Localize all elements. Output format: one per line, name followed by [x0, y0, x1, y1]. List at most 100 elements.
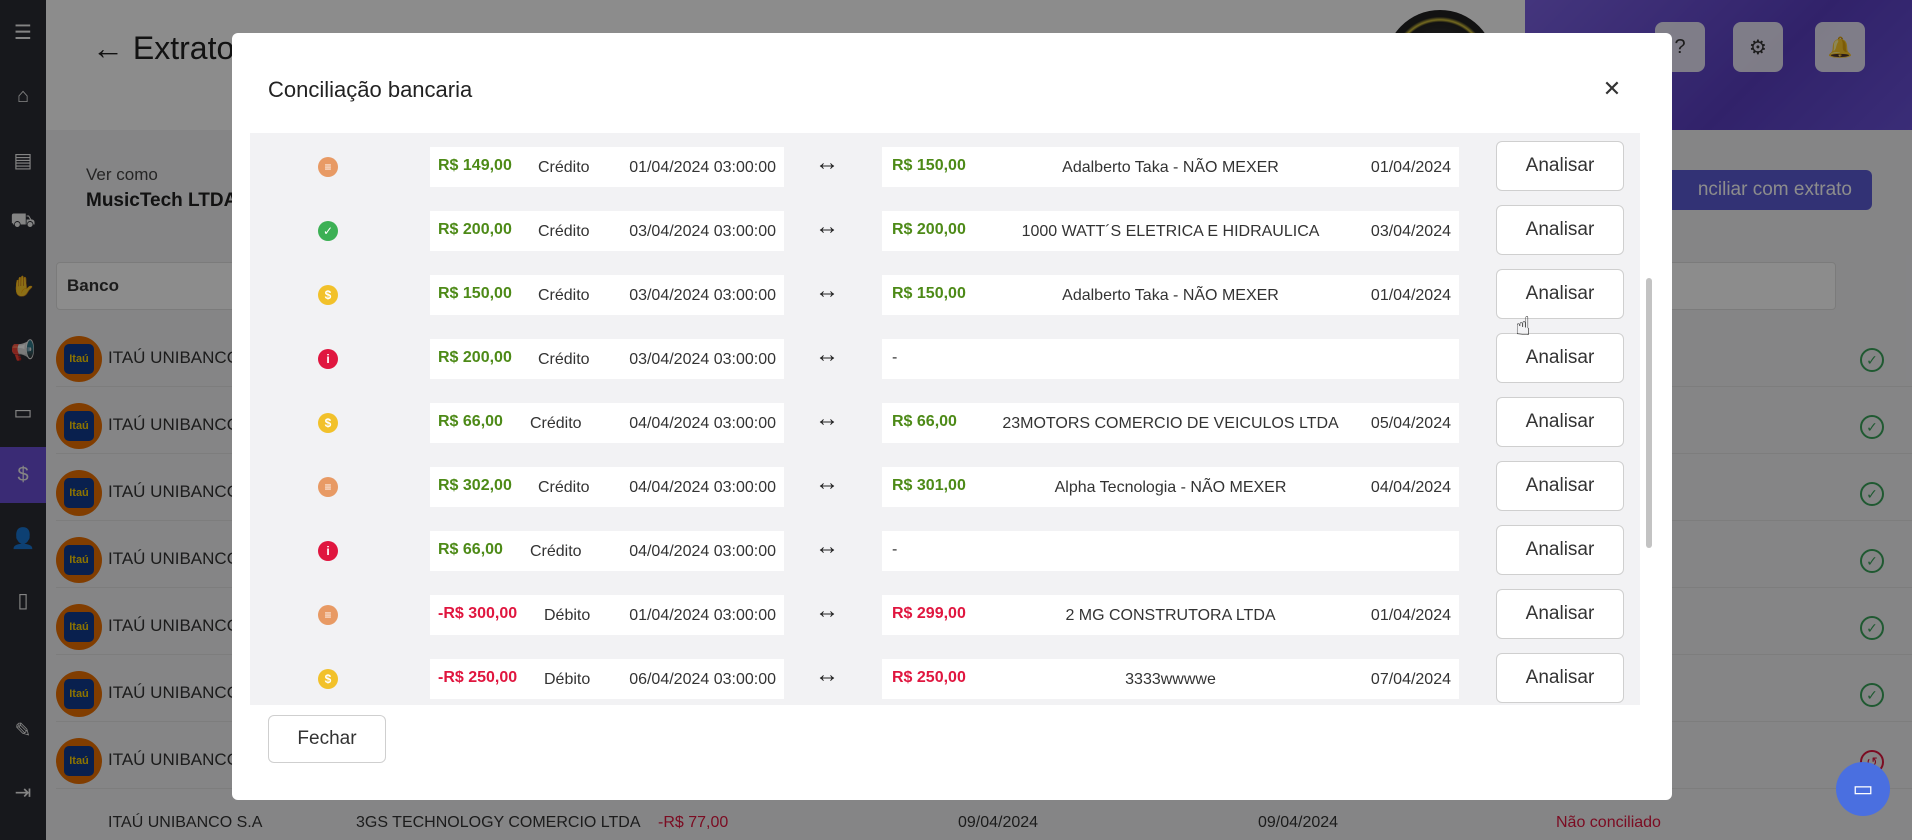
conciliar-button[interactable]: nciliar com extrato — [1640, 170, 1872, 210]
close-button[interactable]: Fechar — [268, 715, 386, 763]
bank-logo: Itaú — [56, 604, 102, 650]
reconciled-icon[interactable]: ✓ — [1860, 616, 1884, 640]
statement-type: Débito — [544, 607, 591, 624]
analisar-button[interactable]: Analisar — [1496, 461, 1624, 511]
no-match-dash: - — [892, 349, 898, 366]
view-as-label: Ver como — [86, 165, 158, 184]
chat-icon[interactable]: ▭ — [1836, 762, 1890, 816]
statement-amount: R$ 302,00 — [438, 477, 512, 494]
reconciliation-row: ≡ R$ 149,00 Crédito 01/04/2024 03:00:00 ↔ Ada… — [250, 135, 1640, 199]
amount-cell: -R$ 77,00 — [658, 814, 729, 831]
analisar-button[interactable]: Analisar — [1496, 397, 1624, 447]
matched-amount: R$ 200,00 — [892, 221, 966, 238]
matched-entry: Adalberto Taka - NÃO MEXER R$ 150,00 01/04… — [882, 275, 1459, 315]
statement-amount: R$ 66,00 — [438, 541, 503, 558]
analisar-button[interactable]: Analisar — [1496, 269, 1624, 319]
reconciled-icon[interactable]: ✓ — [1860, 549, 1884, 573]
matched-amount: R$ 250,00 — [892, 669, 966, 686]
menu-icon[interactable]: ☰ — [14, 21, 32, 44]
matched-description: Adalberto Taka - NÃO MEXER — [1062, 287, 1279, 304]
match-arrow-icon: ↔ — [815, 661, 839, 688]
table-row[interactable]: ITAÚ UNIBANCO S.A 3GS TECHNOLOGY COMERCI… — [56, 808, 1912, 840]
bank-name: ITAÚ UNIBANCO S.A — [108, 814, 263, 831]
matched-entry: Alpha Tecnologia - NÃO MEXER R$ 301,00 04/… — [882, 467, 1459, 507]
bank-logo: Itaú — [56, 738, 102, 784]
list-status-icon: ≡ — [318, 477, 338, 497]
bank-name: ITAÚ UNIBANCO — [108, 683, 240, 702]
company-name: MusicTech LTDA — [86, 190, 238, 211]
id-card-icon[interactable]: ▭ — [13, 401, 33, 424]
reconciliation-list[interactable]: ≡ R$ 149,00 Crédito 01/04/2024 03:00:00 ↔ Ada… — [250, 133, 1640, 705]
statement-date: 04/04/2024 03:00:00 — [629, 415, 776, 432]
sidebar: ☰ ⌂ ▤ ⛟ ✋ 📢 ▭ $ 👤 ▯ ✎ ⇥ — [0, 0, 46, 840]
date-cell: 09/04/2024 — [958, 814, 1039, 831]
analisar-button[interactable]: Analisar — [1496, 525, 1624, 575]
reconciled-icon[interactable]: ✓ — [1860, 415, 1884, 439]
statement-amount: -R$ 250,00 — [438, 669, 518, 686]
hand-coin-icon[interactable]: ✋ — [10, 275, 36, 298]
statement-type: Crédito — [530, 543, 582, 560]
statement-type: Crédito — [530, 415, 582, 432]
statement-entry: R$ 200,00 Crédito 03/04/2024 03:00:00 — [430, 339, 784, 379]
statement-entry: R$ 66,00 Crédito 04/04/2024 03:00:00 — [430, 403, 784, 443]
money-icon[interactable]: $ — [0, 447, 46, 503]
status-cell: Não conciliado — [1556, 814, 1661, 831]
reconciliation-row: ✓ R$ 200,00 Crédito 03/04/2024 03:00:00 ↔ 100… — [250, 199, 1640, 263]
matched-amount: R$ 299,00 — [892, 605, 966, 622]
statement-date: 06/04/2024 03:00:00 — [629, 671, 776, 688]
back-arrow-icon[interactable]: ← — [92, 30, 124, 66]
matched-description: Alpha Tecnologia - NÃO MEXER — [1054, 479, 1287, 496]
bank-name: ITAÚ UNIBANCO — [108, 415, 240, 434]
cart-icon[interactable]: ⛟ — [10, 209, 36, 232]
file-icon[interactable]: ▯ — [17, 589, 29, 612]
dollar-status-icon: $ — [318, 669, 338, 689]
reconciled-icon[interactable]: ✓ — [1860, 482, 1884, 506]
bank-name: ITAÚ UNIBANCO — [108, 750, 240, 769]
statement-type: Crédito — [538, 287, 590, 304]
matched-entry: 3333wwwwe R$ 250,00 07/04/2024 — [882, 659, 1459, 699]
bell-icon[interactable]: 🔔 — [1815, 22, 1865, 72]
document-icon[interactable]: ▤ — [13, 149, 33, 172]
info-status-icon: i — [318, 349, 338, 369]
date-cell: 09/04/2024 — [1258, 814, 1339, 831]
scrollbar[interactable] — [1646, 278, 1652, 548]
reconciled-icon[interactable]: ✓ — [1860, 683, 1884, 707]
matched-date: 01/04/2024 — [1370, 607, 1451, 624]
bank-name: ITAÚ UNIBANCO — [108, 549, 240, 568]
dollar-status-icon: $ — [318, 285, 338, 305]
gear-icon[interactable]: ⚙ — [1733, 22, 1783, 72]
reconciled-icon[interactable]: ✓ — [1860, 348, 1884, 372]
statement-date: 03/04/2024 03:00:00 — [629, 223, 776, 240]
matched-entry: 23MOTORS COMERCIO DE VEICULOS LTDA R$ 66,… — [882, 403, 1459, 443]
reconciliation-row: $ -R$ 250,00 Débito 06/04/2024 03:00:00 ↔ 333… — [250, 647, 1640, 705]
check-status-icon: ✓ — [318, 221, 338, 241]
statement-amount: R$ 149,00 — [438, 157, 512, 174]
matched-entry: - — [882, 339, 1459, 379]
matched-entry: Adalberto Taka - NÃO MEXER R$ 150,00 01/04… — [882, 147, 1459, 187]
analisar-button[interactable]: Analisar — [1496, 141, 1624, 191]
close-icon[interactable]: ✕ — [1602, 76, 1622, 101]
home-icon[interactable]: ⌂ — [16, 84, 30, 107]
match-arrow-icon: ↔ — [815, 341, 839, 368]
analisar-button[interactable]: Analisar — [1496, 333, 1624, 383]
analisar-button[interactable]: Analisar — [1496, 589, 1624, 639]
analisar-button[interactable]: Analisar — [1496, 205, 1624, 255]
statement-entry: R$ 200,00 Crédito 03/04/2024 03:00:00 — [430, 211, 784, 251]
user-edit-icon[interactable]: ✎ — [14, 719, 32, 742]
matched-amount: R$ 301,00 — [892, 477, 966, 494]
statement-amount: R$ 66,00 — [438, 413, 503, 430]
user-icon[interactable]: 👤 — [10, 527, 36, 550]
megaphone-icon[interactable]: 📢 — [10, 339, 36, 362]
reconciliation-row: i R$ 200,00 Crédito 03/04/2024 03:00:00 ↔ - An… — [250, 327, 1640, 391]
company-cell: 3GS TECHNOLOGY COMERCIO LTDA — [356, 814, 641, 831]
bank-name: ITAÚ UNIBANCO — [108, 348, 240, 367]
statement-date: 03/04/2024 03:00:00 — [629, 351, 776, 368]
statement-entry: R$ 302,00 Crédito 04/04/2024 03:00:00 — [430, 467, 784, 507]
list-status-icon: ≡ — [318, 605, 338, 625]
match-arrow-icon: ↔ — [815, 533, 839, 560]
logout-icon[interactable]: ⇥ — [14, 781, 32, 804]
matched-date: 04/04/2024 — [1370, 479, 1451, 496]
analisar-button[interactable]: Analisar — [1496, 653, 1624, 703]
matched-description: Adalberto Taka - NÃO MEXER — [1062, 159, 1279, 176]
matched-date: 01/04/2024 — [1370, 159, 1451, 176]
